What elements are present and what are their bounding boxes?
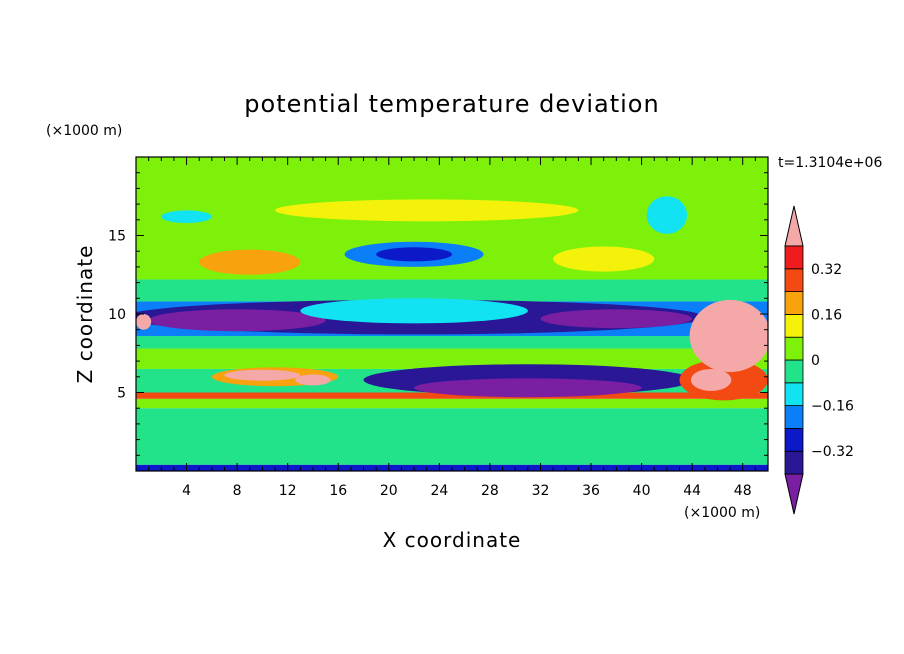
contour-band-5 — [136, 348, 768, 369]
x-tick-label-1: 8 — [233, 483, 242, 499]
colorbar-segment-8 — [784, 268, 804, 292]
x-tick-label-6: 28 — [481, 483, 499, 499]
x-tick-label-9: 40 — [633, 483, 651, 499]
contour-lower-cold-core — [414, 378, 642, 398]
colorbar-label-1: 0.16 — [811, 307, 842, 323]
x-tick-label-11: 48 — [734, 483, 752, 499]
colorbar-segment-2 — [784, 405, 804, 429]
x-axis: 4 8 12 16 20 24 28 32 36 40 44 48 — [148, 157, 756, 499]
plot-area — [136, 157, 768, 471]
contour-cyan-upper-left — [161, 210, 212, 223]
colorbar-segment-9 — [784, 245, 804, 270]
contour-upper-cold-blob-core — [376, 247, 452, 262]
x-axis-label: X coordinate — [383, 528, 522, 552]
contour-band-8 — [136, 279, 768, 302]
y-axis: 5 10 15 — [108, 172, 768, 456]
colorbar-arrow-low — [784, 473, 804, 515]
contour-yellow-ring-top — [275, 199, 579, 222]
colorbar-label-0: 0.32 — [811, 262, 842, 278]
colorbar-segment-7 — [784, 291, 804, 315]
x-tick-label-2: 12 — [279, 483, 297, 499]
contour-warm-arc-east — [553, 246, 655, 272]
colorbar-segment-1 — [784, 427, 804, 452]
colorbar-segment-3 — [784, 382, 804, 406]
contour-band-2 — [136, 398, 768, 409]
y-tick-label-2: 15 — [108, 229, 126, 245]
x-tick-label-3: 16 — [329, 483, 347, 499]
y-tick-label-0: 5 — [117, 386, 126, 402]
x-tick-label-0: 4 — [182, 483, 191, 499]
colorbar-segment-5 — [784, 336, 804, 361]
y-axis-label: Z coordinate — [73, 245, 97, 384]
colorbar-label-3: −0.16 — [811, 399, 854, 415]
contour-band-6 — [136, 335, 768, 349]
contour-cyan-upper-right — [646, 196, 688, 234]
contour-pink-mid-west-2 — [295, 374, 331, 386]
colorbar-segment-0 — [784, 450, 804, 475]
contour-cyan-interior — [300, 298, 528, 324]
x-tick-label-5: 24 — [430, 483, 448, 499]
colorbar-label-2: 0 — [811, 353, 820, 369]
contour-pink-plume-east-low — [690, 368, 732, 391]
x-tick-label-7: 32 — [532, 483, 550, 499]
contour-warm-arc-west — [199, 249, 301, 275]
colorbar-segment-6 — [784, 313, 804, 338]
y-unit-label: (×1000 m) — [46, 123, 122, 139]
x-tick-label-10: 44 — [683, 483, 701, 499]
contour-upper-cold-core-east — [540, 309, 693, 329]
colorbar-segment-4 — [784, 359, 804, 384]
y-tick-label-1: 10 — [108, 307, 126, 323]
chart-title: potential temperature deviation — [244, 90, 659, 118]
contour-pink-mid-west — [224, 369, 301, 381]
time-label: t=1.3104e+06 — [778, 155, 882, 171]
colorbar: 0.32 0.16 0 −0.16 −0.32 — [784, 205, 854, 515]
x-tick-label-8: 36 — [582, 483, 600, 499]
contour-upper-cold-core-west — [148, 309, 326, 332]
contour-pink-west-edge — [136, 314, 152, 330]
colorbar-label-4: −0.32 — [811, 444, 854, 460]
contour-band-3 — [136, 392, 768, 399]
contour-pink-plume-east — [689, 299, 768, 373]
x-unit-label: (×1000 m) — [684, 505, 760, 521]
x-tick-label-4: 20 — [380, 483, 398, 499]
colorbar-arrow-high — [784, 205, 804, 247]
contour-band-1 — [136, 408, 768, 465]
